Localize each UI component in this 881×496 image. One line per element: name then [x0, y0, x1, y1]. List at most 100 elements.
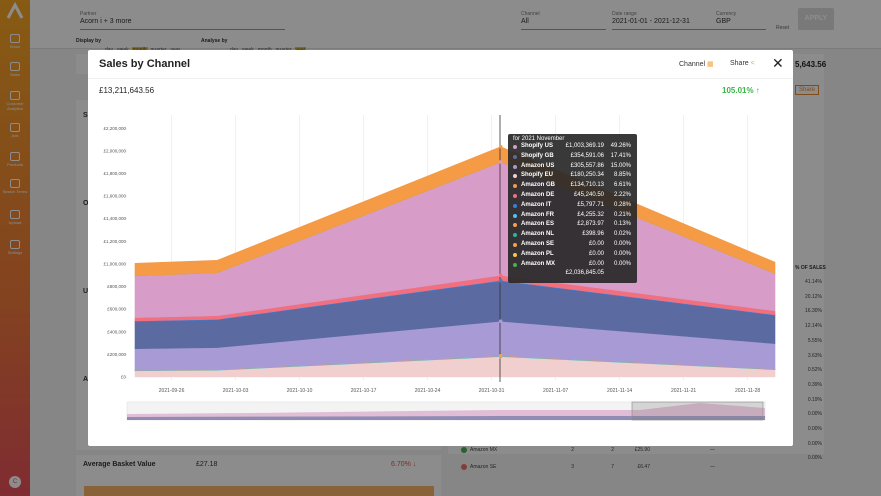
tooltip-amount: £4,255.32 [577, 211, 604, 218]
tooltip-channel: Amazon NL [521, 231, 554, 238]
nav-item[interactable]: Home [0, 34, 30, 49]
pct-value: 0.00% [807, 426, 822, 432]
navigator[interactable] [126, 401, 766, 421]
table-cell: 3 [571, 464, 574, 470]
nav-item[interactable]: Sales [0, 62, 30, 77]
bg-total: 5,643.56 [795, 60, 827, 69]
nav-item[interactable]: Upload [0, 210, 30, 225]
pct-value: 3.63% [807, 352, 822, 359]
change: 105.01% ↑ [722, 86, 760, 95]
nav-item[interactable]: Settings [0, 240, 30, 255]
tooltip-amount: £45,240.50 [573, 192, 604, 198]
tooltip-amount: £134,710.13 [570, 182, 604, 189]
tooltip-channel: Amazon PL [521, 250, 554, 257]
tooltip-channel: Amazon DE [521, 192, 555, 198]
x-tick-label: 2021-11-21 [671, 388, 696, 394]
reset-button[interactable]: Reset [776, 25, 790, 31]
divider [88, 78, 793, 79]
x-tick-label: 2021-10-10 [287, 388, 313, 394]
tooltip-dot [513, 174, 517, 179]
tooltip-total: £2,036,845.05 [565, 270, 604, 277]
card-title-fragment: U [83, 288, 89, 295]
tooltip-dot [513, 184, 517, 189]
tooltip-dot [513, 145, 517, 149]
card-title-fragment: A [83, 376, 89, 383]
abv-title: Average Basket Value [83, 461, 156, 468]
tooltip-pct: 49.26% [610, 143, 631, 149]
x-tick-label: 2021-11-14 [607, 388, 632, 394]
tooltip-amount: £1,003,369.19 [565, 143, 604, 149]
share-button[interactable]: Share < [730, 60, 755, 67]
tooltip-amount: £305,557.86 [570, 162, 604, 169]
table-cell: £6.47 [637, 464, 650, 470]
nav-item[interactable]: Products [0, 152, 30, 167]
nav-label: Customer Analytics [6, 101, 24, 111]
tooltip-pct: 6.61% [613, 182, 631, 189]
pct-value: 0.52% [807, 367, 822, 374]
tooltip-channel: Amazon GB [521, 182, 556, 189]
nav-label: Products [7, 162, 23, 167]
filter-value[interactable]: Acorn i + 3 more [80, 18, 132, 25]
x-tick-label: 2021-10-03 [223, 388, 249, 394]
nav-item[interactable]: Search Terms [0, 179, 30, 194]
filter-underline [521, 29, 606, 30]
bg-share[interactable]: Share [795, 85, 820, 95]
filter-value[interactable]: GBP [716, 18, 731, 25]
pct-value: 16.30% [805, 308, 822, 315]
filter-value[interactable]: 2021-01-01 - 2021-12-31 [612, 18, 690, 25]
tooltip: for 2021 November Shopify US £1,003,369.19… [508, 134, 637, 283]
channel-button[interactable]: Channel ▦ [679, 61, 714, 68]
nav-icon [10, 240, 20, 249]
nav-label: Settings [7, 250, 23, 255]
nav-item[interactable]: Ads [0, 123, 30, 138]
filter-label: Currency [716, 11, 737, 17]
tooltip-pct: 8.85% [613, 172, 631, 179]
x-tick-label: 2021-10-17 [351, 388, 377, 394]
share-label: Share [730, 60, 749, 67]
apply-button[interactable]: APPLY [798, 8, 834, 30]
nav-label: Upload [8, 220, 22, 225]
navigator-window[interactable] [631, 401, 764, 421]
filter-label: Channel [521, 11, 540, 17]
abv-change: 6.70% ↓ [391, 461, 417, 468]
tooltip-channel: Amazon US [521, 162, 555, 169]
tooltip-channel: Amazon FR [521, 211, 554, 218]
table-cell: £25.90 [634, 447, 650, 453]
pct-value: 0.19% [807, 396, 822, 403]
tooltip-pct: 0.00% [613, 241, 631, 247]
filter-value[interactable]: All [521, 18, 529, 25]
hover-dot [498, 160, 503, 164]
avatar[interactable]: C [9, 476, 21, 488]
tooltip-dot [513, 154, 517, 159]
x-tick-label: 2021-11-28 [735, 388, 760, 394]
nav-label: Sales [9, 72, 20, 77]
pct-value: 5.55% [807, 337, 822, 344]
y-tick-label: £600,000 [107, 307, 126, 312]
nav-label: Home [9, 44, 21, 49]
tooltip-amount: £398.96 [582, 231, 604, 238]
nav-icon [10, 123, 20, 132]
nav-item[interactable]: Customer Analytics [0, 91, 30, 111]
pct-value: 0.39% [807, 381, 822, 388]
tooltip-channel: Shopify EU [521, 172, 554, 179]
close-button[interactable]: ✕ [772, 55, 784, 71]
y-tick-label: £800,000 [107, 284, 126, 289]
filter-underline [612, 29, 737, 30]
y-tick-label: £1,200,000 [103, 239, 126, 244]
filter-label: Partner [80, 11, 97, 17]
navigator-preview [127, 416, 765, 420]
table-cell: 7 [611, 464, 614, 470]
tooltip-amount: £2,873.97 [577, 221, 604, 228]
tooltip-channel: Amazon SE [521, 241, 555, 247]
tooltip-channel: Shopify GB [521, 152, 554, 159]
abv-value: £27.18 [196, 461, 218, 468]
card-title-fragment: S [83, 112, 88, 119]
period-label: Display by [76, 38, 102, 44]
logo [6, 1, 24, 19]
table-channel: Amazon SE [470, 464, 497, 470]
table-cell: 2 [571, 447, 574, 453]
tooltip-channel: Shopify US [521, 143, 554, 149]
nav-icon [10, 34, 20, 43]
tooltip-amount: £0.00 [588, 250, 604, 257]
